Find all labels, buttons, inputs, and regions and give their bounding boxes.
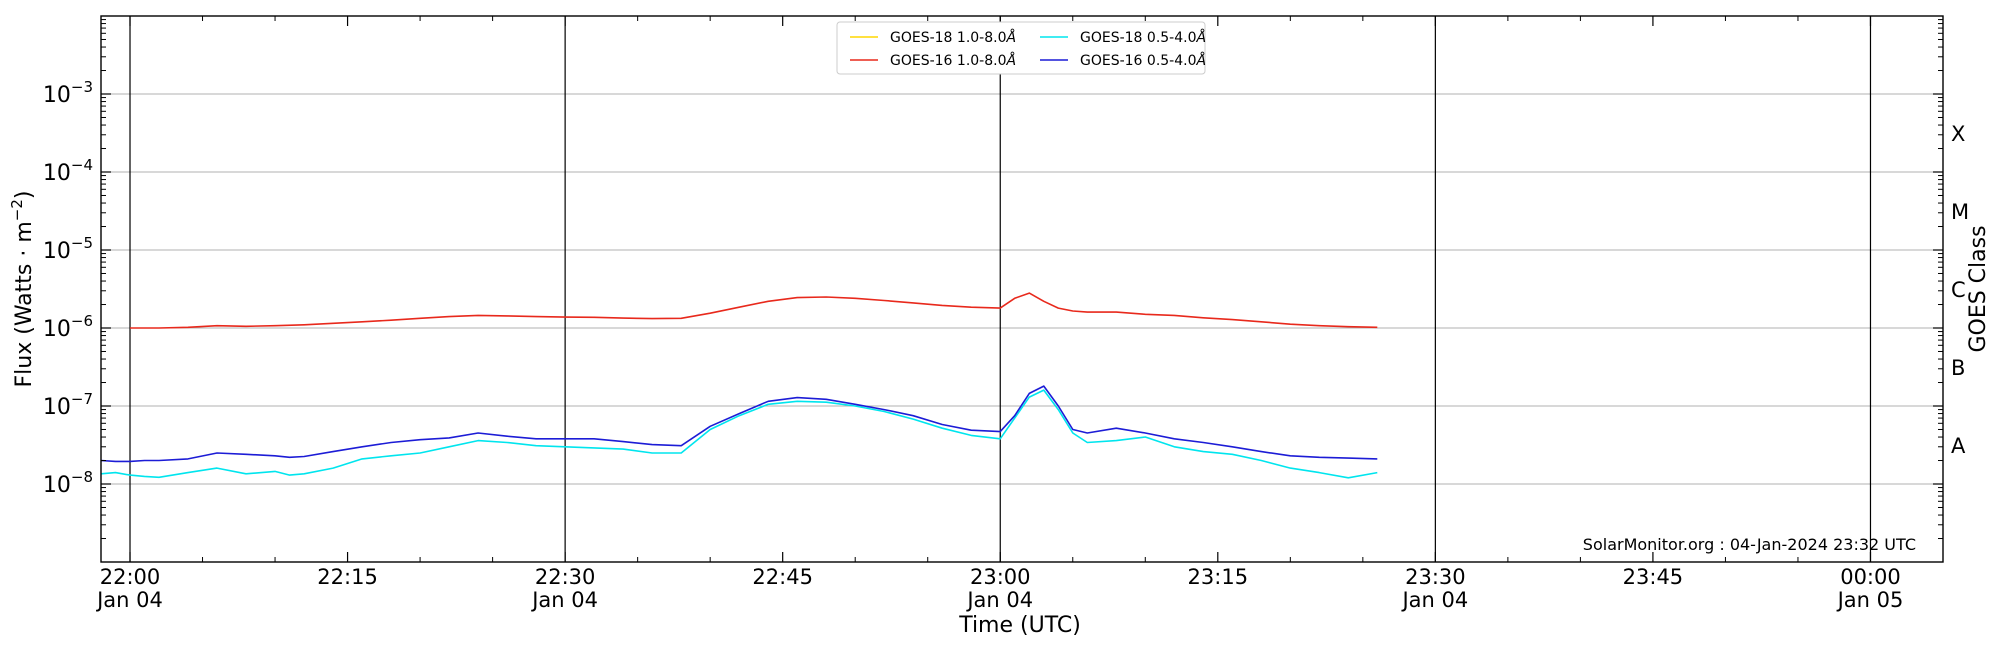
plot-frame [100,15,1944,563]
legend-label-0: GOES-18 1.0-8.0Å [890,29,1016,46]
y-tick-label: 10−6 [43,312,93,342]
x-tick-date-label: Jan 04 [1400,588,1468,612]
day-marker-lines [129,16,1872,562]
footer-credit: SolarMonitor.org : 04-Jan-2024 23:32 UTC [1583,535,1916,554]
goes-class-X: X [1951,122,1965,146]
x-tick-date-label: Jan 04 [95,588,163,612]
x-tick-label: 22:00 [100,565,161,589]
x-tick-label: 23:30 [1405,565,1466,589]
x-tick-label: 00:00 [1840,565,1901,589]
series-line-3 [100,385,1378,463]
y-tick-label: 10−5 [43,234,93,264]
goes-class-axis-label: GOES Class [1966,225,1991,352]
y-ticks: 10−8 10−7 10−6 10−5 10−4 10−3 [43,78,1943,498]
x-tick-label: 22:45 [752,565,813,589]
x-tick-label: 23:45 [1623,565,1684,589]
y-tick-label: 10−3 [43,78,93,108]
x-axis-label: Time (UTC) [958,613,1081,638]
x-tick-date-label: Jan 04 [965,588,1033,612]
goes-class-B: B [1951,356,1965,380]
legend-label-2: GOES-18 0.5-4.0Å [1080,29,1206,46]
goes-class-C: C [1951,278,1966,302]
x-tick-date-label: Jan 05 [1836,588,1904,612]
series-line-1 [130,292,1378,329]
legend: GOES-18 1.0-8.0Å GOES-16 1.0-8.0Å GOES-18 … [836,21,1206,75]
grid-lines [101,93,1943,485]
x-tick-date-label: Jan 04 [530,588,598,612]
series-lines [100,292,1378,479]
x-tick-label: 23:00 [970,565,1031,589]
minor-ticks [101,19,1943,540]
y-tick-label: 10−7 [43,390,93,420]
legend-label-1: GOES-16 1.0-8.0Å [890,52,1016,69]
goes-class-A: A [1951,434,1966,458]
series-line-2 [100,389,1378,479]
y-tick-label: 10−4 [43,156,93,186]
x-tick-label: 23:15 [1188,565,1249,589]
y-axis-label: Flux (Watts · m−2) [8,191,37,388]
goes-class-labels: A B C M X [1951,122,1969,458]
goes-class-M: M [1951,200,1969,224]
legend-box [836,21,1206,75]
y-tick-label: 10−8 [43,468,93,498]
x-tick-label: 22:30 [535,565,596,589]
x-tick-label: 22:15 [317,565,378,589]
legend-label-3: GOES-16 0.5-4.0Å [1080,52,1206,69]
